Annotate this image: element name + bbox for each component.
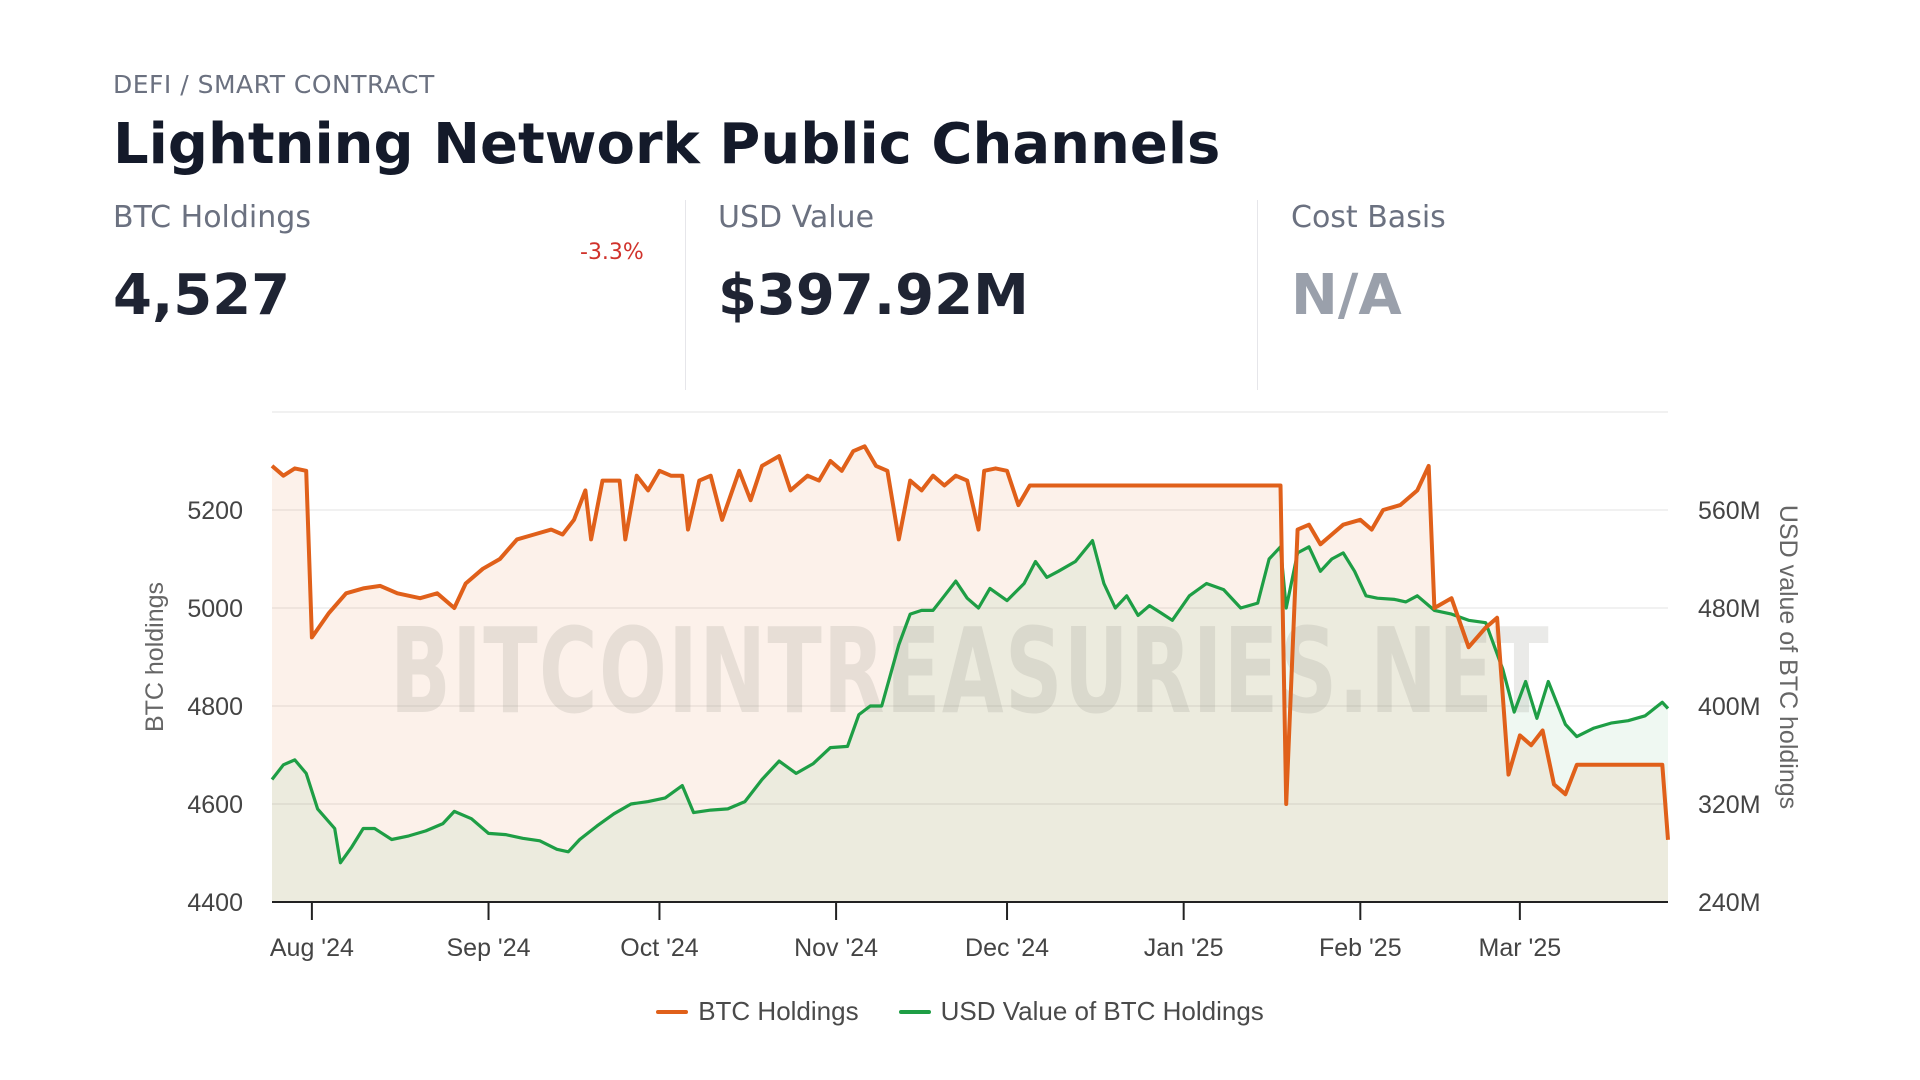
legend-swatch-usd: [898, 1009, 931, 1014]
y-right-tick-label: 240M: [1698, 889, 1761, 917]
stat-btc-holdings: BTC Holdings 4,527: [113, 200, 311, 328]
x-tick-label: Oct '24: [620, 934, 699, 962]
y-left-tick-label: 5000: [187, 595, 243, 623]
y-left-tick-label: 5200: [187, 497, 243, 525]
stat-cost-label: Cost Basis: [1291, 200, 1446, 235]
stat-btc-value: 4,527: [113, 263, 291, 328]
y-left-tick-label: 4600: [187, 791, 243, 819]
y-right-tick-label: 480M: [1698, 595, 1761, 623]
y-left-axis-title: BTC holdings: [141, 582, 169, 732]
page-title: Lightning Network Public Channels: [113, 112, 1221, 177]
x-tick-label: Feb '25: [1319, 934, 1402, 962]
stat-usd-label: USD Value: [718, 200, 875, 235]
x-tick-label: Nov '24: [794, 934, 878, 962]
x-tick-label: Aug '24: [270, 934, 354, 962]
legend-label-btc: BTC Holdings: [698, 996, 859, 1026]
category-breadcrumb: DEFI / SMART CONTRACT: [113, 70, 435, 99]
legend-label-usd: USD Value of BTC Holdings: [940, 996, 1264, 1026]
stat-usd-amount: $397.92M: [718, 263, 1029, 328]
stat-btc-label: BTC Holdings: [113, 200, 311, 235]
y-right-tick-label: 320M: [1698, 791, 1761, 819]
y-left-tick-label: 4400: [187, 889, 243, 917]
legend-item-usd[interactable]: USD Value of BTC Holdings: [898, 996, 1264, 1027]
y-right-tick-label: 560M: [1698, 497, 1761, 525]
legend-item-btc[interactable]: BTC Holdings: [656, 996, 859, 1027]
legend-swatch-btc: [656, 1009, 689, 1014]
btc-area-fill: [272, 446, 1668, 902]
change-badge: -3.3%: [580, 240, 644, 265]
stat-usd-value: USD Value $397.92M: [718, 200, 1029, 328]
stat-cost-value: N/A: [1291, 263, 1402, 328]
holdings-chart: 5200 560M 5000 480M 4800 400M 4600 320M 4400 240M…: [141, 411, 1802, 962]
watermark-text: BITCOINTREASURIES.NET: [390, 602, 1550, 740]
stat-cost-basis: Cost Basis N/A: [1291, 200, 1446, 328]
chart-legend: BTC Holdings USD Value of BTC Holdings: [0, 996, 1920, 1027]
y-right-axis-title: USD value of BTC holdings: [1774, 505, 1802, 809]
x-tick-label: Mar '25: [1479, 934, 1562, 962]
stat-divider: [685, 200, 686, 390]
stat-divider: [1257, 200, 1258, 390]
x-tick-label: Sep '24: [447, 934, 531, 962]
y-right-tick-label: 400M: [1698, 693, 1761, 721]
y-left-tick-label: 4800: [187, 693, 243, 721]
x-tick-label: Jan '25: [1144, 934, 1224, 962]
usd-series-line: [270, 539, 1670, 865]
btc-series-line: [270, 444, 1670, 840]
x-tick-label: Dec '24: [965, 934, 1049, 962]
usd-area-fill: [272, 540, 1668, 902]
